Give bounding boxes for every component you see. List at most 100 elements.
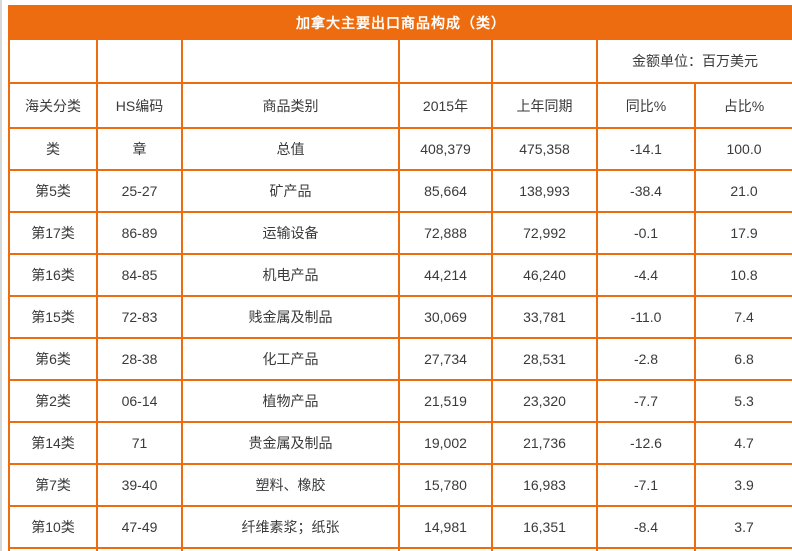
cell-category: 总值 — [181, 127, 400, 171]
cell-share: 3.7 — [693, 505, 792, 549]
export-commodity-table: 加拿大主要出口商品构成（类） 金额单位：百万美元 海关分类 HS编码 商品类别 … — [7, 5, 792, 551]
cell-hs-code: 章 — [96, 127, 183, 171]
cell-category: 运输设备 — [181, 211, 400, 255]
cell-prev-year: 138,993 — [491, 169, 598, 213]
empty-cell — [8, 547, 98, 551]
cell-hs-code: 86-89 — [96, 211, 183, 255]
empty-cell — [96, 547, 183, 551]
cell-category: 化工产品 — [181, 337, 400, 381]
cell-yoy: -12.6 — [596, 421, 696, 465]
cell-prev-year: 16,351 — [491, 505, 598, 549]
cell-hs-code: 06-14 — [96, 379, 183, 423]
table-title: 加拿大主要出口商品构成（类） — [7, 5, 792, 40]
cell-2015: 15,780 — [398, 463, 493, 507]
table-row: 第16类 84-85 机电产品 44,214 46,240 -4.4 10.8 — [8, 253, 792, 297]
table-row: 第5类 25-27 矿产品 85,664 138,993 -38.4 21.0 — [8, 169, 792, 213]
cell-prev-year: 475,358 — [491, 127, 598, 171]
cell-share: 17.9 — [693, 211, 792, 255]
cell-hs-code: 28-38 — [96, 337, 183, 381]
cell-2015: 21,519 — [398, 379, 493, 423]
cell-hs-class: 第17类 — [8, 211, 98, 255]
cell-2015: 408,379 — [398, 127, 493, 171]
table-row: 第10类 47-49 纤维素浆；纸张 14,981 16,351 -8.4 3.… — [8, 505, 792, 549]
cell-category: 机电产品 — [181, 253, 400, 297]
cell-hs-code: 39-40 — [96, 463, 183, 507]
cell-hs-class: 第14类 — [8, 421, 98, 465]
cell-hs-class: 第16类 — [8, 253, 98, 297]
cell-hs-class: 第7类 — [8, 463, 98, 507]
unit-note-row: 金额单位：百万美元 — [8, 38, 792, 84]
empty-cell — [398, 547, 493, 551]
empty-cell — [96, 38, 183, 84]
cell-prev-year: 23,320 — [491, 379, 598, 423]
cell-hs-class: 类 — [8, 127, 98, 171]
cell-2015: 19,002 — [398, 421, 493, 465]
cell-yoy: -11.0 — [596, 295, 696, 339]
cell-2015: 85,664 — [398, 169, 493, 213]
unit-note: 金额单位：百万美元 — [595, 38, 792, 84]
cell-share: 4.7 — [693, 421, 792, 465]
table-row: 第15类 72-83 贱金属及制品 30,069 33,781 -11.0 7.… — [8, 295, 792, 339]
cell-category: 纤维素浆；纸张 — [181, 505, 400, 549]
empty-cell — [491, 38, 598, 84]
cell-share: 10.8 — [693, 253, 792, 297]
cell-hs-code: 71 — [96, 421, 183, 465]
empty-cell — [8, 38, 98, 84]
cell-hs-code: 84-85 — [96, 253, 183, 297]
cell-category: 植物产品 — [181, 379, 400, 423]
cell-yoy: -7.7 — [596, 379, 696, 423]
cell-yoy: -0.1 — [596, 211, 696, 255]
header-cell: 2015年 — [398, 82, 493, 129]
cell-category: 贱金属及制品 — [181, 295, 400, 339]
cell-share: 100.0 — [693, 127, 792, 171]
cell-category: 矿产品 — [181, 169, 400, 213]
table-row: 第2类 06-14 植物产品 21,519 23,320 -7.7 5.3 — [8, 379, 792, 423]
cell-share: 6.8 — [693, 337, 792, 381]
cell-prev-year: 28,531 — [491, 337, 598, 381]
cell-share: 7.4 — [693, 295, 792, 339]
cell-prev-year: 46,240 — [491, 253, 598, 297]
cell-hs-class: 第2类 — [8, 379, 98, 423]
cell-hs-class: 第6类 — [8, 337, 98, 381]
cell-yoy: -14.1 — [596, 127, 696, 171]
empty-cell — [398, 38, 493, 84]
cell-2015: 27,734 — [398, 337, 493, 381]
cell-prev-year: 72,992 — [491, 211, 598, 255]
cell-prev-year: 21,736 — [491, 421, 598, 465]
cell-hs-code: 72-83 — [96, 295, 183, 339]
cell-prev-year: 33,781 — [491, 295, 598, 339]
table-row-cutoff — [8, 547, 792, 551]
cell-yoy: -7.1 — [596, 463, 696, 507]
cell-yoy: -38.4 — [596, 169, 696, 213]
cell-2015: 72,888 — [398, 211, 493, 255]
table-row: 第7类 39-40 塑料、橡胶 15,780 16,983 -7.1 3.9 — [8, 463, 792, 507]
cell-hs-class: 第10类 — [8, 505, 98, 549]
header-row: 海关分类 HS编码 商品类别 2015年 上年同期 同比% 占比% — [8, 82, 792, 129]
cell-2015: 30,069 — [398, 295, 493, 339]
table-row: 第17类 86-89 运输设备 72,888 72,992 -0.1 17.9 — [8, 211, 792, 255]
cell-hs-class: 第15类 — [8, 295, 98, 339]
empty-cell — [181, 547, 400, 551]
table-row: 第6类 28-38 化工产品 27,734 28,531 -2.8 6.8 — [8, 337, 792, 381]
header-cell: 商品类别 — [181, 82, 400, 129]
cell-prev-year: 16,983 — [491, 463, 598, 507]
cell-yoy: -8.4 — [596, 505, 696, 549]
header-cell: 占比% — [693, 82, 792, 129]
empty-cell — [181, 38, 400, 84]
cell-2015: 14,981 — [398, 505, 493, 549]
cell-yoy: -4.4 — [596, 253, 696, 297]
cell-share: 21.0 — [693, 169, 792, 213]
empty-cell — [596, 547, 696, 551]
header-cell: 海关分类 — [8, 82, 98, 129]
header-cell: 上年同期 — [491, 82, 598, 129]
table-title-row: 加拿大主要出口商品构成（类） — [7, 5, 792, 40]
cell-hs-code: 25-27 — [96, 169, 183, 213]
table-row: 第14类 71 贵金属及制品 19,002 21,736 -12.6 4.7 — [8, 421, 792, 465]
cell-yoy: -2.8 — [596, 337, 696, 381]
table-row: 类 章 总值 408,379 475,358 -14.1 100.0 — [8, 127, 792, 171]
cell-category: 贵金属及制品 — [181, 421, 400, 465]
empty-cell — [491, 547, 598, 551]
cell-share: 3.9 — [693, 463, 792, 507]
header-cell: 同比% — [596, 82, 696, 129]
